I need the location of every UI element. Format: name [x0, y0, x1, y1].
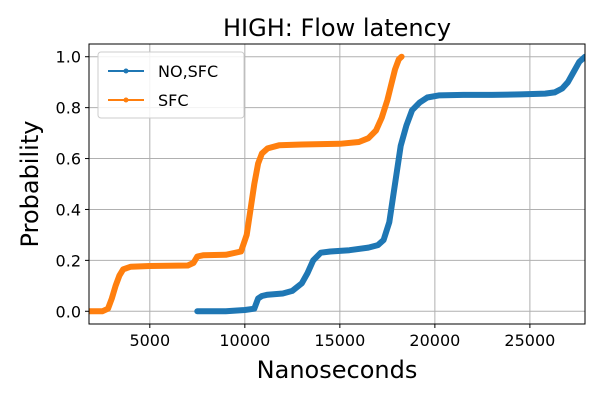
- data-point-no-sfc: [305, 270, 311, 276]
- data-point-sfc: [392, 66, 398, 72]
- data-point-sfc: [248, 206, 254, 212]
- x-tick-label: 15000: [314, 331, 365, 350]
- x-axis-label: Nanoseconds: [257, 356, 418, 384]
- data-point-sfc: [191, 260, 197, 266]
- x-tick-label: 5000: [129, 331, 170, 350]
- data-point-sfc: [113, 283, 119, 289]
- data-point-sfc: [200, 252, 206, 258]
- data-point-sfc: [116, 273, 122, 279]
- data-point-no-sfc: [394, 168, 400, 174]
- data-point-sfc: [128, 264, 134, 270]
- series-layer: [89, 53, 585, 315]
- x-tick-label: 10000: [219, 331, 270, 350]
- data-point-sfc: [356, 139, 362, 145]
- data-point-sfc: [238, 248, 244, 254]
- data-point-no-sfc: [582, 54, 585, 60]
- data-point-no-sfc: [251, 306, 257, 312]
- legend-box: [97, 51, 245, 119]
- data-point-sfc: [265, 145, 271, 151]
- data-point-no-sfc: [194, 308, 200, 314]
- data-point-no-sfc: [280, 290, 286, 296]
- x-tick-label: 20000: [409, 331, 460, 350]
- data-point-sfc: [120, 266, 126, 272]
- y-tick-label: 0.4: [56, 200, 81, 219]
- data-point-no-sfc: [565, 79, 571, 85]
- data-point-sfc: [109, 296, 115, 302]
- data-point-no-sfc: [542, 91, 548, 97]
- data-point-no-sfc: [265, 292, 271, 298]
- y-tick-label: 0.2: [56, 251, 81, 270]
- data-point-sfc: [259, 150, 265, 156]
- legend-label-no-sfc: NO,SFC: [158, 62, 218, 81]
- legend-label-sfc: SFC: [158, 91, 189, 110]
- data-point-sfc: [379, 115, 385, 121]
- data-point-sfc: [365, 135, 371, 141]
- data-point-no-sfc: [310, 257, 316, 263]
- legend-marker-no-sfc: [123, 68, 129, 74]
- data-point-sfc: [99, 308, 105, 314]
- data-point-no-sfc: [299, 280, 305, 286]
- data-point-sfc: [373, 128, 379, 134]
- data-point-no-sfc: [375, 242, 381, 248]
- legend-marker-sfc: [123, 97, 129, 103]
- data-point-sfc: [105, 306, 111, 312]
- data-point-sfc: [185, 262, 191, 268]
- x-ticks: 5000 10000 15000 20000 25000: [129, 324, 555, 350]
- y-axis-label: Probability: [16, 121, 44, 248]
- data-point-no-sfc: [552, 89, 558, 95]
- data-point-no-sfc: [517, 91, 523, 97]
- data-point-no-sfc: [381, 237, 387, 243]
- data-point-no-sfc: [242, 307, 248, 313]
- data-point-sfc: [337, 141, 343, 147]
- x-tick-label: 25000: [504, 331, 555, 350]
- data-point-sfc: [147, 263, 153, 269]
- y-ticks: 0.0 0.2 0.4 0.6 0.8 1.0: [56, 48, 89, 321]
- data-point-no-sfc: [403, 122, 409, 128]
- data-point-sfc: [388, 82, 394, 88]
- data-point-no-sfc: [223, 308, 229, 314]
- data-point-sfc: [194, 254, 200, 260]
- y-tick-label: 0.0: [56, 302, 81, 321]
- data-point-no-sfc: [436, 92, 442, 98]
- data-point-sfc: [399, 54, 405, 60]
- data-point-no-sfc: [346, 247, 352, 253]
- data-point-sfc: [89, 308, 92, 314]
- data-point-sfc: [299, 142, 305, 148]
- data-point-no-sfc: [255, 296, 261, 302]
- chart-title: HIGH: Flow latency: [223, 14, 451, 42]
- data-point-no-sfc: [460, 92, 466, 98]
- data-point-sfc: [251, 181, 257, 187]
- data-point-sfc: [384, 97, 390, 103]
- data-point-no-sfc: [386, 219, 392, 225]
- data-point-sfc: [255, 161, 261, 167]
- data-point-no-sfc: [259, 293, 265, 299]
- legend: NO,SFC SFC: [97, 51, 245, 119]
- data-point-no-sfc: [559, 86, 565, 92]
- plot-frame: [88, 43, 586, 325]
- data-point-no-sfc: [571, 69, 577, 75]
- data-point-no-sfc: [489, 92, 495, 98]
- data-point-sfc: [223, 252, 229, 258]
- data-point-no-sfc: [390, 194, 396, 200]
- series-sfc: [89, 53, 405, 315]
- data-point-no-sfc: [289, 288, 295, 294]
- data-point-no-sfc: [576, 59, 582, 65]
- series-no-sfc: [194, 53, 585, 315]
- data-point-no-sfc: [424, 94, 430, 100]
- y-tick-label: 0.8: [56, 99, 81, 118]
- y-tick-label: 0.6: [56, 150, 81, 169]
- data-point-sfc: [276, 142, 282, 148]
- data-point-no-sfc: [318, 250, 324, 256]
- data-point-sfc: [244, 232, 250, 238]
- data-point-no-sfc: [417, 100, 423, 106]
- y-tick-label: 1.0: [56, 48, 81, 67]
- data-point-no-sfc: [398, 143, 404, 149]
- data-point-no-sfc: [327, 248, 333, 254]
- data-point-no-sfc: [409, 107, 415, 113]
- data-point-no-sfc: [365, 245, 371, 251]
